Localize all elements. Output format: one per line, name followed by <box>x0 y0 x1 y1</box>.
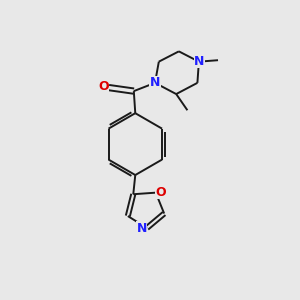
Text: N: N <box>136 222 147 235</box>
Text: N: N <box>194 55 205 68</box>
Text: O: O <box>98 80 109 93</box>
Text: O: O <box>156 186 166 199</box>
Text: N: N <box>150 76 160 89</box>
